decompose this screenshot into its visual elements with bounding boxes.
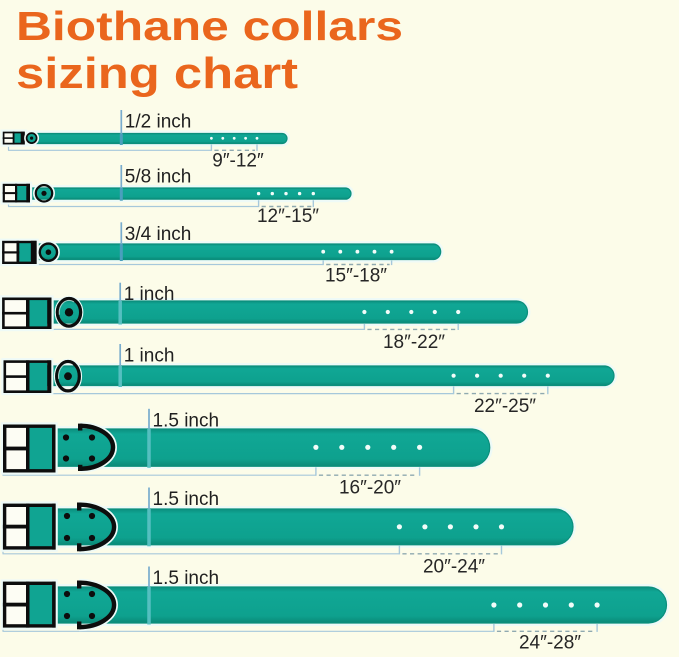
svg-text:16″-20″: 16″-20″ <box>339 478 401 499</box>
svg-text:1.5 inch: 1.5 inch <box>153 410 220 431</box>
svg-text:18″-22″: 18″-22″ <box>383 332 445 353</box>
svg-text:Biothane collars: Biothane collars <box>16 3 403 49</box>
svg-text:15″-18″: 15″-18″ <box>325 266 387 287</box>
svg-text:1 inch: 1 inch <box>124 346 175 367</box>
svg-text:24″-28″: 24″-28″ <box>519 633 581 653</box>
svg-text:12″-15″: 12″-15″ <box>257 206 319 227</box>
svg-text:5/8 inch: 5/8 inch <box>125 167 192 188</box>
svg-text:9″-12″: 9″-12″ <box>212 151 264 172</box>
svg-text:1/2 inch: 1/2 inch <box>125 112 192 133</box>
svg-text:sizing chart: sizing chart <box>16 49 298 98</box>
svg-text:3/4 inch: 3/4 inch <box>125 224 192 245</box>
svg-text:1.5 inch: 1.5 inch <box>153 489 220 510</box>
svg-text:20″-24″: 20″-24″ <box>423 557 485 578</box>
svg-text:1.5 inch: 1.5 inch <box>153 568 220 589</box>
svg-text:22″-25″: 22″-25″ <box>474 396 536 417</box>
svg-text:1 inch: 1 inch <box>124 284 175 305</box>
